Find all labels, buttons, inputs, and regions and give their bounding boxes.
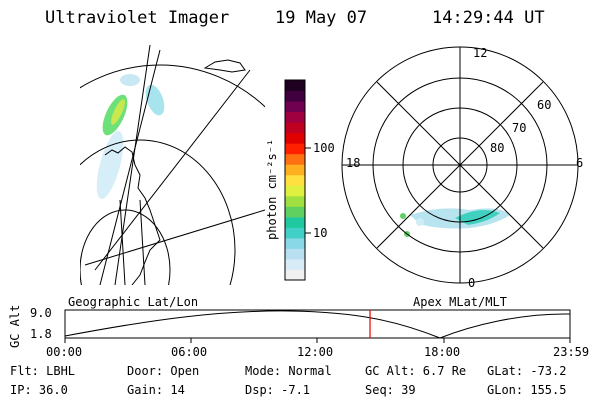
seq-info: Seq: 39 [365,383,416,397]
y-min-label: 1.8 [30,327,52,341]
apex-label: Apex MLat/MLT [413,295,507,309]
colorbar-stripe [285,174,305,186]
time-label: 14:29:44 UT [432,8,545,28]
colorbar-stripe [285,164,305,176]
colorbar-stripe [285,185,305,197]
colorbar-stripe [285,195,305,207]
mlt-label-18: 18 [346,156,361,170]
colorbar-tick-100: 100 [313,141,335,155]
dsp-info: Dsp: -7.1 [245,383,311,397]
gc-alt-info: GC Alt: 6.7 Re [365,364,467,378]
colorbar-stripe [285,237,305,249]
date-label: 19 May 07 [275,8,368,28]
x-tick-1800: 18:00 [424,345,461,359]
colorbar-stripe [285,216,305,228]
x-tick-0600: 06:00 [171,345,208,359]
colorbar-tick-10: 10 [313,226,328,240]
door-info: Door: Open [127,364,200,378]
colorbar-stripe [285,227,305,239]
colorbar-stripe [285,132,305,144]
lat-label-60: 60 [537,98,552,112]
mode-info: Mode: Normal [245,364,332,378]
glat-info: GLat: -73.2 [487,364,567,378]
lat-label-80: 80 [490,141,505,155]
geographic-label: Geographic Lat/Lon [68,295,199,309]
colorbar-stripe [285,122,305,134]
colorbar-stripe [285,111,305,123]
colorbar-stripe [285,269,305,281]
x-tick-0000: 00:00 [46,345,83,359]
colorbar-stripe [285,153,305,165]
colorbar-stripe [285,258,305,270]
colorbar-stripe [285,101,305,113]
x-tick-1200: 12:00 [297,345,334,359]
gain-info: Gain: 14 [127,383,185,397]
filter-info: Flt: LBHL [10,364,76,378]
glon-info: GLon: 155.5 [487,383,567,397]
colorbar-stripe [285,206,305,218]
y-max-label: 9.0 [30,306,52,320]
mlt-label-6: 6 [576,156,584,170]
instrument-title: Ultraviolet Imager [45,8,230,28]
ip-info: IP: 36.0 [10,383,68,397]
colorbar-stripe [285,248,305,260]
mlt-label-12: 12 [473,46,488,60]
colorbar-stripe [285,143,305,155]
colorbar-stripe [285,90,305,102]
x-tick-2359: 23:59 [553,345,590,359]
mlt-label-0: 0 [468,276,476,290]
colorbar-stripe [285,80,305,92]
lat-label-70: 70 [512,121,527,135]
